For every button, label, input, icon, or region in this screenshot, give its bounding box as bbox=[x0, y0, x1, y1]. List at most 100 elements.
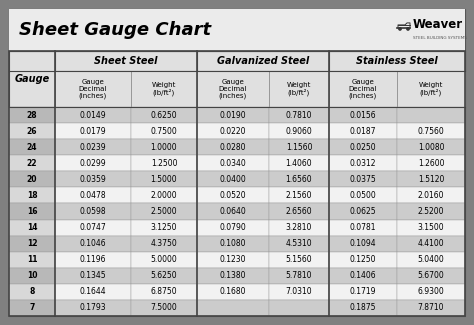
Text: 0.1380: 0.1380 bbox=[220, 271, 246, 280]
FancyBboxPatch shape bbox=[397, 300, 465, 316]
Text: 0.1875: 0.1875 bbox=[350, 304, 376, 312]
Text: 14: 14 bbox=[27, 223, 37, 232]
Text: 0.1094: 0.1094 bbox=[350, 239, 376, 248]
FancyBboxPatch shape bbox=[397, 252, 465, 268]
Text: 1.4060: 1.4060 bbox=[286, 159, 312, 168]
FancyBboxPatch shape bbox=[55, 139, 131, 155]
FancyBboxPatch shape bbox=[197, 284, 269, 300]
FancyBboxPatch shape bbox=[269, 123, 329, 139]
FancyBboxPatch shape bbox=[197, 300, 269, 316]
Text: 2.0160: 2.0160 bbox=[418, 191, 444, 200]
Text: Galvanized Steel: Galvanized Steel bbox=[217, 56, 309, 66]
FancyBboxPatch shape bbox=[131, 139, 197, 155]
Circle shape bbox=[399, 28, 401, 30]
Text: 7.5000: 7.5000 bbox=[151, 304, 177, 312]
FancyBboxPatch shape bbox=[197, 107, 269, 123]
FancyBboxPatch shape bbox=[55, 188, 131, 203]
Text: 28: 28 bbox=[27, 111, 37, 120]
FancyBboxPatch shape bbox=[329, 284, 397, 300]
FancyBboxPatch shape bbox=[197, 155, 269, 171]
Text: 4.4100: 4.4100 bbox=[418, 239, 444, 248]
Text: 11: 11 bbox=[27, 255, 37, 264]
Text: 6.8750: 6.8750 bbox=[151, 287, 177, 296]
Text: 3.1500: 3.1500 bbox=[418, 223, 444, 232]
Text: 0.0149: 0.0149 bbox=[80, 111, 106, 120]
Text: 1.2500: 1.2500 bbox=[151, 159, 177, 168]
FancyBboxPatch shape bbox=[55, 268, 131, 284]
Text: 5.0000: 5.0000 bbox=[151, 255, 177, 264]
FancyBboxPatch shape bbox=[397, 107, 465, 123]
FancyBboxPatch shape bbox=[197, 139, 269, 155]
FancyBboxPatch shape bbox=[55, 107, 131, 123]
FancyBboxPatch shape bbox=[269, 203, 329, 220]
FancyBboxPatch shape bbox=[329, 300, 397, 316]
FancyBboxPatch shape bbox=[131, 171, 197, 188]
FancyBboxPatch shape bbox=[197, 51, 329, 71]
FancyBboxPatch shape bbox=[329, 220, 397, 236]
Text: 7.8710: 7.8710 bbox=[418, 304, 444, 312]
Text: 0.0312: 0.0312 bbox=[350, 159, 376, 168]
FancyBboxPatch shape bbox=[397, 155, 465, 171]
FancyBboxPatch shape bbox=[131, 284, 197, 300]
FancyBboxPatch shape bbox=[9, 171, 55, 188]
Text: 2.0000: 2.0000 bbox=[151, 191, 177, 200]
Text: 1.2600: 1.2600 bbox=[418, 159, 444, 168]
FancyBboxPatch shape bbox=[131, 236, 197, 252]
Text: 0.0187: 0.0187 bbox=[350, 127, 376, 136]
Text: 1.0080: 1.0080 bbox=[418, 143, 444, 152]
Text: 0.0220: 0.0220 bbox=[220, 127, 246, 136]
Text: 10: 10 bbox=[27, 271, 37, 280]
Text: 0.0400: 0.0400 bbox=[219, 175, 246, 184]
Text: Weaver: Weaver bbox=[413, 19, 463, 32]
FancyBboxPatch shape bbox=[9, 236, 55, 252]
FancyBboxPatch shape bbox=[269, 284, 329, 300]
Text: 5.7810: 5.7810 bbox=[286, 271, 312, 280]
FancyBboxPatch shape bbox=[329, 268, 397, 284]
FancyBboxPatch shape bbox=[329, 203, 397, 220]
Text: 0.0625: 0.0625 bbox=[350, 207, 376, 216]
FancyBboxPatch shape bbox=[55, 300, 131, 316]
FancyBboxPatch shape bbox=[269, 252, 329, 268]
Text: 0.0250: 0.0250 bbox=[350, 143, 376, 152]
Text: 0.0500: 0.0500 bbox=[350, 191, 376, 200]
Text: 22: 22 bbox=[27, 159, 37, 168]
Text: 0.0375: 0.0375 bbox=[350, 175, 376, 184]
Text: 0.0520: 0.0520 bbox=[219, 191, 246, 200]
FancyBboxPatch shape bbox=[197, 71, 269, 107]
FancyBboxPatch shape bbox=[9, 123, 55, 139]
Text: 8: 8 bbox=[29, 287, 35, 296]
FancyBboxPatch shape bbox=[9, 9, 465, 51]
FancyBboxPatch shape bbox=[9, 107, 55, 123]
FancyBboxPatch shape bbox=[55, 284, 131, 300]
FancyBboxPatch shape bbox=[9, 203, 55, 220]
FancyBboxPatch shape bbox=[131, 107, 197, 123]
FancyBboxPatch shape bbox=[269, 220, 329, 236]
FancyBboxPatch shape bbox=[131, 203, 197, 220]
FancyBboxPatch shape bbox=[131, 300, 197, 316]
Text: 7: 7 bbox=[29, 304, 35, 312]
Text: 0.1680: 0.1680 bbox=[220, 287, 246, 296]
FancyBboxPatch shape bbox=[269, 188, 329, 203]
FancyBboxPatch shape bbox=[131, 220, 197, 236]
Text: 4.5310: 4.5310 bbox=[286, 239, 312, 248]
FancyBboxPatch shape bbox=[329, 139, 397, 155]
FancyBboxPatch shape bbox=[55, 171, 131, 188]
FancyBboxPatch shape bbox=[131, 123, 197, 139]
Text: 16: 16 bbox=[27, 207, 37, 216]
Text: 0.0179: 0.0179 bbox=[80, 127, 106, 136]
FancyBboxPatch shape bbox=[9, 252, 55, 268]
Text: 0.1080: 0.1080 bbox=[220, 239, 246, 248]
Text: 1.1560: 1.1560 bbox=[286, 143, 312, 152]
FancyBboxPatch shape bbox=[9, 284, 55, 300]
Text: 0.1406: 0.1406 bbox=[350, 271, 376, 280]
FancyBboxPatch shape bbox=[329, 188, 397, 203]
FancyBboxPatch shape bbox=[329, 252, 397, 268]
FancyBboxPatch shape bbox=[9, 220, 55, 236]
FancyBboxPatch shape bbox=[397, 284, 465, 300]
Text: 5.6700: 5.6700 bbox=[418, 271, 444, 280]
FancyBboxPatch shape bbox=[9, 268, 55, 284]
Text: 0.0340: 0.0340 bbox=[219, 159, 246, 168]
Text: 5.0400: 5.0400 bbox=[418, 255, 444, 264]
FancyBboxPatch shape bbox=[131, 188, 197, 203]
Text: 0.7810: 0.7810 bbox=[286, 111, 312, 120]
